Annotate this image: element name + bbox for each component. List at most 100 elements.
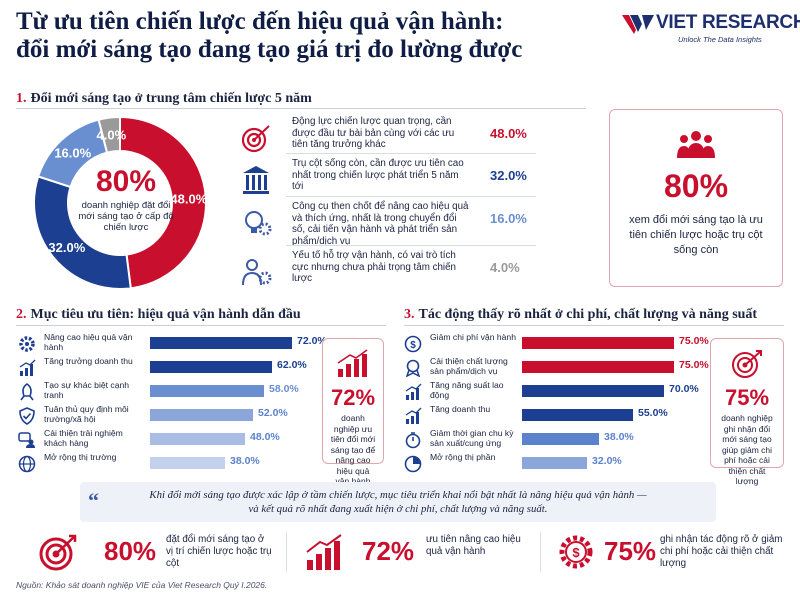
bar	[150, 361, 272, 373]
bar	[522, 385, 664, 397]
section-1-heading: 1. Đổi mới sáng tạo ở trung tâm chiến lượ…	[16, 91, 312, 107]
bar-category-label: Giảm chi phí vận hành	[430, 332, 516, 342]
productivity-bars-icon	[405, 383, 422, 400]
bar	[150, 433, 245, 445]
section-3-title: Tác động thấy rõ nhất ở chi phí, chất lư…	[418, 307, 758, 322]
strategy-donut-chart: 48.0% 32.0% 16.0% 4.0%	[33, 115, 208, 290]
strategy-list-text: Động lực chiến lược quan trọng, cần được…	[292, 116, 455, 150]
bar	[150, 385, 264, 397]
strategy-list-pct: 16.0%	[490, 211, 527, 226]
gear-icon	[19, 336, 35, 352]
bar	[522, 457, 587, 469]
priority-callout-value: 72%	[330, 385, 376, 410]
section-3-divider	[404, 325, 784, 326]
bar-value-label: 62.0%	[277, 359, 307, 371]
bar-growth-icon	[337, 349, 368, 377]
growth-chart-icon	[19, 359, 36, 376]
bar-category-label: Nâng cao hiệu quả vận hành	[44, 332, 133, 352]
strategy-list-text: Yếu tố hỗ trợ vận hành, có vai trò tích …	[292, 250, 456, 284]
strategy-list-divider	[286, 153, 536, 154]
bar-category-label: Giảm thời gian chu kỳ sản xuất/cung ứng	[430, 428, 514, 448]
section-3-heading: 3. Tác động thấy rõ nhất ở chi phí, chất …	[404, 307, 757, 323]
strategy-callout-text: xem đổi mới sáng tạo là ưu tiên chiến lư…	[629, 214, 763, 256]
svg-text:$: $	[410, 340, 416, 351]
cost-coin-icon: $	[404, 335, 422, 353]
source-note: Nguồn: Khảo sát doanh nghiệp VIE của Vie…	[16, 580, 268, 590]
bar-category-label: Mở rộng thị trường	[44, 452, 117, 462]
strategy-list-pct: 4.0%	[490, 260, 520, 275]
kpi-separator	[286, 532, 287, 572]
chat-users-icon	[18, 432, 35, 448]
target-icon	[732, 350, 762, 378]
kpi-efficiency-text: ưu tiên nâng cao hiệu quả vận hành	[426, 534, 521, 557]
bar-row: Tuân thủ quy định môi trường/xã hội 52.0%	[18, 404, 318, 428]
bar-growth-icon	[306, 534, 342, 570]
bar-value-label: 38.0%	[230, 455, 260, 467]
section-1-divider	[16, 108, 586, 109]
kpi-separator	[540, 532, 541, 572]
kpi-cost-text: ghi nhận tác động rõ ở giảm chi phí hoặc…	[660, 534, 783, 569]
section-2-heading: 2. Mục tiêu ưu tiên: hiệu quả vận hành dẫ…	[16, 307, 301, 323]
logo-tagline: Unlock The Data Insights	[678, 35, 762, 44]
kpi-strategy: 80% đặt đổi mới sáng tạo ở vị trí chiến …	[38, 528, 272, 578]
bar	[522, 409, 633, 421]
bar-category-label: Tuân thủ quy định môi trường/xã hội	[44, 404, 129, 424]
donut-slice	[119, 115, 207, 290]
bar-value-label: 48.0%	[250, 431, 280, 443]
logo-text: VIET RESEARCH	[656, 12, 800, 33]
globe-icon	[18, 455, 36, 473]
logo-v-icon	[622, 15, 654, 34]
bar	[522, 337, 674, 349]
lightbulb-gear-icon	[245, 211, 272, 236]
shield-check-icon	[19, 407, 35, 425]
bar-category-label: Mở rộng thị phần	[430, 452, 496, 462]
strategy-list-divider	[286, 245, 536, 246]
priority-callout: 72% doanh nghiệp ưu tiên đổi mới sáng tạ…	[322, 338, 384, 486]
people-group-icon	[677, 131, 715, 158]
donut-slice	[33, 175, 132, 290]
bar-value-label: 72.0%	[297, 335, 327, 347]
strategy-callout-value: 80%	[663, 168, 729, 204]
page-title: Từ ưu tiên chiến lược đến hiệu quả vận h…	[16, 8, 606, 64]
summary-quote: Khi đổi mới sáng tạo được xác lập ở tầm …	[80, 482, 716, 522]
quote-mark-icon: “	[88, 488, 99, 513]
strategy-list-divider	[286, 196, 536, 197]
kpi-strategy-text: đặt đổi mới sáng tạo ở vị trí chiến lược…	[166, 534, 272, 569]
strategy-list-text: Công cụ then chốt để nâng cao hiệu quả v…	[292, 201, 469, 247]
target-icon	[241, 125, 270, 153]
bar-row: Mở rộng thị phần 32.0%	[404, 452, 704, 476]
bar	[522, 361, 674, 373]
section-2-title: Mục tiêu ưu tiên: hiệu quả vận hành dẫn …	[30, 307, 301, 322]
strategy-list-pct: 32.0%	[490, 168, 527, 183]
bar-category-label: Cải thiện chất lượng sản phẩm/dịch vụ	[430, 356, 508, 376]
strategy-list-item: Động lực chiến lược quan trọng, cần được…	[236, 116, 576, 168]
section-2-number: 2.	[16, 307, 27, 322]
kpi-efficiency-value: 72%	[362, 536, 415, 566]
bar-row: Nâng cao hiệu quả vận hành 72.0%	[18, 332, 327, 356]
donut-slice-label: 48.0%	[170, 192, 207, 207]
section-3-number: 3.	[404, 307, 415, 322]
bar-value-label: 58.0%	[269, 383, 299, 395]
section-1-number: 1.	[16, 91, 27, 106]
kpi-cost-value: 75%	[604, 536, 657, 566]
bar	[150, 457, 225, 469]
bar-value-label: 55.0%	[638, 407, 668, 419]
bar-row: $ Giảm chi phí vận hành 75.0%	[404, 332, 709, 356]
bar-row: Cải thiện chất lượng sản phẩm/dịch vụ 75.…	[404, 356, 709, 380]
bar-value-label: 32.0%	[592, 455, 622, 467]
donut-center-value: 80%	[95, 165, 157, 198]
strategy-callout: 80% xem đổi mới sáng tạo là ưu tiên chiế…	[609, 109, 783, 287]
bar-value-label: 52.0%	[258, 407, 288, 419]
bar-category-label: Tăng doanh thu	[430, 404, 491, 414]
title-line-2: đổi mới sáng tạo đang tạo giá trị đo lườ…	[16, 36, 523, 63]
kpi-cost: $ 75% ghi nhận tác động rõ ở giảm chi ph…	[556, 528, 786, 578]
quality-badge-icon	[405, 359, 421, 377]
bar-value-label: 38.0%	[604, 431, 634, 443]
donut-slice-label: 4.0%	[97, 128, 127, 143]
cost-gear-icon: $	[559, 535, 593, 569]
stopwatch-icon	[405, 432, 421, 449]
section-1-title: Đổi mới sáng tạo ở trung tâm chiến lược …	[30, 91, 312, 106]
donut-slice-label: 32.0%	[48, 240, 85, 255]
bar	[150, 409, 253, 421]
bar-row: Tăng doanh thu 55.0%	[404, 404, 704, 428]
